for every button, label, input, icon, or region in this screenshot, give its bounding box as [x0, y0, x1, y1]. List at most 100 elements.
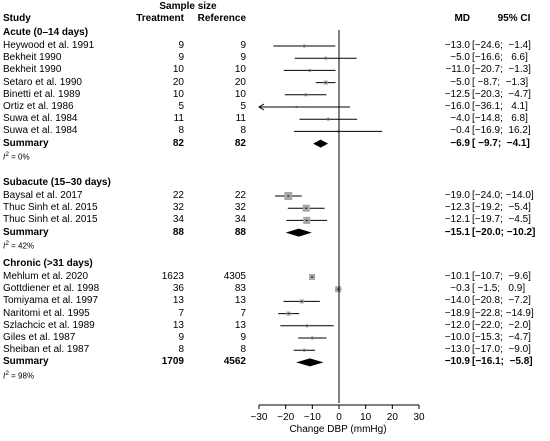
summary-diamond [285, 228, 312, 237]
study-name: Tomiyama et al. 1997 [3, 295, 99, 307]
summary-treatment-n: 88 [172, 226, 184, 238]
reference-n: 20 [234, 76, 246, 88]
study-name: Mehlum et al. 2020 [3, 271, 89, 282]
reference-n: 13 [234, 295, 246, 307]
summary-ci: [ −9.7; −4.1] [472, 137, 530, 149]
study-name: Naritomi et al. 1995 [3, 307, 90, 319]
treatment-n: 34 [172, 214, 184, 226]
summary-diamond [313, 139, 329, 148]
study-name: Ortiz et al. 1986 [3, 101, 74, 112]
ci-value: [ −8.7; −1.3] [472, 76, 529, 88]
md-value: −10.0 [444, 332, 470, 343]
treatment-n: 32 [172, 202, 184, 214]
study-name: Thuc Sinh et al. 2015 [3, 202, 98, 214]
header-study: Study [3, 13, 31, 24]
md-value: −0.3 [450, 283, 470, 295]
ci-value: [−22.0; −2.0] [472, 319, 531, 331]
summary-ci: [−20.0; −10.2] [472, 226, 536, 238]
x-tick-label: −20 [277, 412, 294, 423]
ci-value: [−19.2; −5.4] [472, 202, 531, 214]
ci-value: [−20.7; −1.3] [472, 64, 531, 76]
x-axis-label: Change DBP (mmHg) [289, 424, 387, 435]
header-md: MD [454, 13, 470, 24]
study-name: Binetti et al. 1989 [3, 88, 81, 100]
i2-value: = 42% [8, 241, 35, 251]
summary-label: Summary [3, 226, 49, 238]
header-ci: 95% CI [497, 13, 531, 24]
treatment-n: 7 [178, 307, 184, 319]
summary-ci: [−16.1; −5.8] [472, 356, 533, 368]
summary-reference-n: 4562 [223, 356, 246, 368]
md-value: −13.0 [444, 344, 470, 356]
reference-n: 7 [240, 307, 246, 319]
i2-value: = 98% [8, 371, 35, 381]
treatment-n: 13 [172, 319, 184, 331]
group-title: Chronic (>31 days) [3, 258, 93, 269]
reference-n: 34 [234, 214, 246, 226]
ci-value: [−17.0; −9.0] [472, 344, 531, 356]
treatment-n: 10 [172, 64, 184, 76]
ci-value: [−16.9; 16.2] [472, 125, 531, 137]
md-value: −12.0 [444, 319, 470, 331]
reference-n: 13 [234, 319, 246, 331]
reference-n: 9 [240, 40, 246, 51]
md-value: −19.0 [444, 190, 470, 201]
ci-value: [−10.7; −9.6] [472, 271, 531, 282]
md-value: −12.5 [444, 88, 470, 100]
treatment-n: 8 [178, 344, 184, 356]
summary-reference-n: 88 [234, 226, 246, 238]
x-tick-label: 30 [413, 412, 425, 423]
study-name: Suwa et al. 1984 [3, 113, 78, 125]
group-title: Subacute (15–30 days) [3, 177, 111, 188]
treatment-n: 22 [172, 190, 184, 201]
heterogeneity-i2: I2 = 0% [3, 150, 30, 163]
reference-n: 83 [234, 283, 246, 295]
ci-value: [−22.8; −14.9] [472, 307, 534, 319]
i2-value: = 0% [8, 152, 30, 162]
reference-n: 8 [240, 125, 246, 137]
study-name: Szlachcic et al. 1989 [3, 319, 95, 331]
ci-value: [−36.1; 4.1] [472, 101, 528, 112]
ci-value: [−19.7; −4.5] [472, 214, 531, 226]
study-name: Bekheit 1990 [3, 64, 62, 76]
reference-n: 32 [234, 202, 246, 214]
reference-n: 8 [240, 344, 246, 356]
treatment-n: 1623 [161, 271, 184, 282]
treatment-n: 8 [178, 125, 184, 137]
study-name: Suwa et al. 1984 [3, 125, 78, 137]
md-value: −10.1 [444, 271, 470, 282]
reference-n: 22 [234, 190, 246, 201]
summary-label: Summary [3, 356, 49, 368]
study-name: Baysal et al. 2017 [3, 190, 83, 201]
study-name: Giles et al. 1987 [3, 332, 76, 343]
study-name: Setaro et al. 1990 [3, 76, 82, 88]
md-value: −12.1 [444, 214, 470, 226]
md-value: −5.0 [450, 76, 470, 88]
reference-n: 10 [234, 88, 246, 100]
x-tick-label: 10 [360, 412, 372, 423]
ci-value: [−24.0; −14.0] [472, 190, 534, 201]
treatment-n: 13 [172, 295, 184, 307]
summary-md: −6.9 [450, 137, 470, 149]
x-tick-label: −30 [251, 412, 268, 423]
treatment-n: 9 [178, 332, 184, 343]
reference-n: 11 [235, 113, 246, 125]
md-value: −5.0 [450, 52, 470, 64]
md-value: −18.9 [444, 307, 470, 319]
reference-n: 9 [240, 52, 246, 64]
treatment-n: 36 [172, 283, 184, 295]
study-name: Heywood et al. 1991 [3, 40, 95, 51]
treatment-n: 10 [172, 88, 184, 100]
group-title: Acute (0–14 days) [3, 27, 89, 38]
treatment-n: 20 [172, 76, 184, 88]
ci-value: [−16.6; 6.6] [472, 52, 528, 64]
md-value: −14.0 [444, 295, 470, 307]
treatment-n: 9 [178, 40, 184, 51]
i2-superscript: 2 [5, 150, 9, 158]
study-name: Bekheit 1990 [3, 52, 62, 64]
reference-n: 4305 [223, 271, 246, 282]
ci-value: [−15.3; −4.7] [472, 332, 531, 343]
ci-value: [−14.8; 6.8] [472, 113, 528, 125]
header-reference: Reference [197, 13, 246, 24]
